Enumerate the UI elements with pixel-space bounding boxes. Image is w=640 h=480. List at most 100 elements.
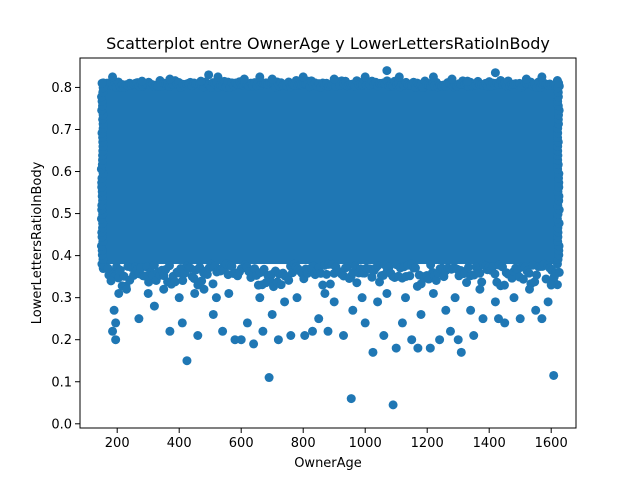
data-point: [230, 335, 240, 345]
data-point: [284, 275, 294, 285]
data-point: [447, 74, 457, 84]
data-point: [475, 284, 485, 294]
data-point: [300, 331, 310, 340]
data-point: [149, 260, 159, 270]
data-point: [373, 261, 383, 271]
data-point: [368, 347, 378, 357]
data-point: [134, 314, 144, 324]
data-point: [170, 277, 180, 287]
data-points: [96, 66, 564, 410]
data-point: [531, 305, 541, 315]
data-point: [264, 373, 274, 383]
data-point: [466, 305, 476, 315]
data-point: [342, 262, 352, 272]
data-point: [413, 343, 423, 353]
data-point: [348, 305, 358, 315]
data-point: [521, 74, 531, 84]
data-point: [462, 278, 472, 288]
data-point: [197, 276, 207, 286]
data-point: [182, 356, 192, 366]
data-point: [97, 78, 107, 88]
data-point: [276, 280, 286, 290]
data-point: [177, 318, 187, 328]
data-point: [143, 288, 153, 298]
data-point: [475, 268, 485, 278]
y-axis-title: LowerLettersRatioInBody: [30, 161, 45, 324]
y-tick-label: 0.2: [51, 333, 72, 348]
data-point: [108, 72, 118, 82]
y-tick-label: 0.1: [51, 375, 72, 390]
data-point: [537, 314, 547, 324]
x-axis: 200 400 600 800 1000 1200 1400 1600: [105, 428, 568, 451]
data-point: [165, 74, 175, 84]
data-point: [318, 280, 328, 290]
x-tick-label: 800: [291, 436, 316, 451]
data-point: [208, 309, 218, 319]
data-point: [164, 261, 174, 271]
y-axis: 0.0 0.1 0.2 0.3 0.4 0.5 0.6 0.7 0.8: [51, 81, 80, 432]
data-point: [549, 272, 559, 282]
data-point: [286, 331, 296, 340]
data-point: [397, 318, 407, 328]
data-point: [325, 279, 335, 289]
y-tick-label: 0.3: [51, 291, 72, 306]
data-point: [445, 326, 455, 336]
data-point: [255, 293, 265, 303]
data-point: [280, 297, 290, 307]
data-point: [463, 262, 473, 272]
data-point: [114, 288, 124, 298]
data-point: [360, 72, 370, 82]
data-point: [394, 72, 404, 82]
data-point: [122, 284, 131, 294]
data-point: [242, 318, 252, 328]
data-point: [108, 326, 118, 336]
data-point: [178, 276, 188, 286]
data-point: [388, 400, 398, 410]
data-point: [249, 339, 259, 349]
data-point: [144, 277, 154, 287]
plot-frame: [79, 57, 577, 429]
data-point: [292, 293, 302, 303]
data-point: [549, 370, 559, 380]
data-point: [382, 288, 392, 298]
data-point: [357, 293, 367, 303]
data-point: [218, 326, 228, 336]
data-point: [546, 280, 556, 290]
data-point: [137, 76, 147, 86]
data-point: [109, 305, 119, 315]
data-point: [405, 271, 415, 281]
data-point: [499, 280, 509, 290]
data-point: [431, 275, 441, 285]
data-point: [453, 335, 463, 345]
data-point: [426, 260, 436, 270]
data-point: [308, 326, 317, 336]
data-point: [339, 331, 348, 340]
data-point: [532, 270, 542, 280]
data-point: [490, 68, 500, 78]
y-tick-label: 0.0: [51, 417, 72, 432]
data-point: [211, 293, 221, 303]
data-point: [515, 314, 525, 324]
x-tick-label: 200: [105, 436, 130, 451]
x-tick-label: 1600: [535, 436, 568, 451]
data-point: [543, 297, 553, 307]
data-point: [323, 326, 333, 336]
data-point: [258, 326, 268, 336]
data-point: [204, 70, 214, 80]
data-point: [298, 72, 308, 82]
data-point: [213, 72, 223, 82]
data-point: [193, 331, 203, 340]
data-point: [103, 263, 113, 273]
data-point: [554, 78, 564, 88]
data-point: [329, 74, 339, 84]
data-point: [456, 347, 466, 357]
data-point: [189, 273, 199, 283]
data-point: [322, 269, 332, 279]
data-point: [149, 301, 159, 311]
y-tick-label: 0.7: [51, 123, 72, 138]
dense-point-cloud: [103, 83, 558, 265]
data-point: [111, 318, 121, 328]
data-point: [174, 293, 184, 303]
data-point: [239, 74, 249, 84]
